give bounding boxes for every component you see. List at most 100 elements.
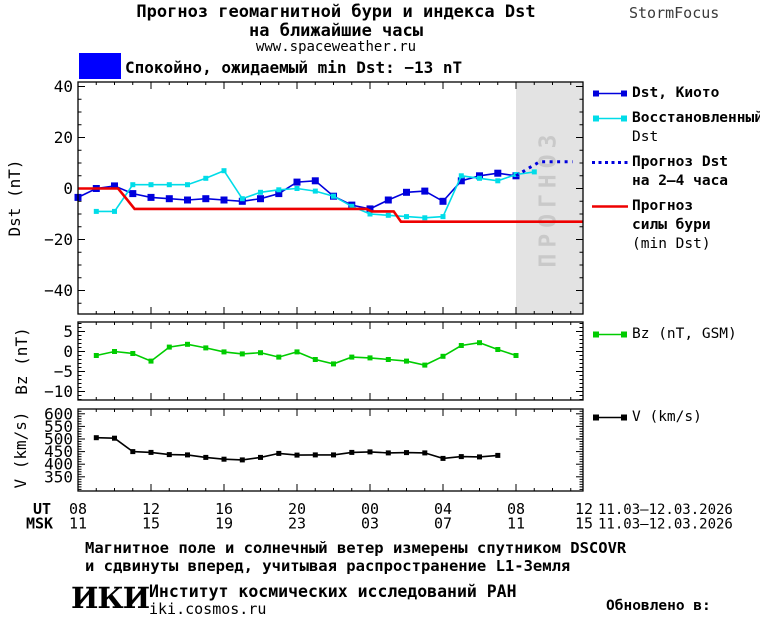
dst-restored-marker (440, 214, 446, 220)
x-tick-ut: 08 (507, 500, 525, 518)
x-tick-msk: 11 (507, 515, 525, 533)
bz-gsm-marker (166, 344, 172, 350)
dst-restored-marker (93, 208, 99, 214)
bz-gsm-marker (258, 350, 263, 356)
dst-kyoto-marker (111, 182, 118, 190)
date-range-ut: 11.03–12.03.2026 (598, 502, 733, 518)
dst-restored-marker (349, 203, 355, 209)
dst-kyoto-marker (220, 196, 228, 204)
legend-marker-dst-kyoto (593, 90, 627, 97)
footnote-line1: Магнитное поле и солнечный ветер измерен… (85, 539, 627, 557)
bz-gsm-marker (385, 357, 391, 362)
solar-wind-speed-marker (185, 452, 190, 458)
dst-kyoto-marker (311, 177, 319, 185)
bz-gsm-marker (367, 355, 373, 361)
dst-kyoto-marker (147, 193, 155, 201)
storm-forecast-line (78, 187, 584, 223)
legend-item-storm-forecast: Прогноз силы бури (min Dst) (591, 197, 760, 254)
solar-wind-speed-marker (276, 450, 282, 456)
dst-kyoto-marker (293, 178, 301, 186)
storm-level-swatch (79, 53, 121, 79)
solar-wind-speed-marker (385, 450, 391, 456)
bz-gsm-marker (221, 349, 227, 355)
x-tick-msk: 15 (142, 515, 160, 533)
panel-frame (77, 321, 584, 401)
dst-kyoto-marker (439, 197, 447, 205)
bz-gsm-marker (349, 354, 355, 360)
page-title: Прогноз геомагнитной бури и индекса Dst (136, 2, 536, 22)
legend-label: Dst (632, 129, 659, 145)
y-axis-title: V (km/s) (11, 411, 30, 488)
solar-wind-speed-marker (221, 456, 227, 462)
bz-gsm-marker (495, 347, 501, 352)
solar-wind-speed-marker (458, 454, 464, 460)
solar-wind-speed-marker (312, 452, 318, 458)
solar-wind-speed-marker (258, 454, 263, 460)
dst-restored-marker (185, 182, 190, 188)
dst-kyoto-marker (257, 195, 264, 203)
solar-wind-speed-marker (477, 454, 482, 460)
legend-marker-dst-restored (593, 115, 627, 122)
dst-restored-marker (312, 188, 318, 194)
dst-restored-marker (276, 187, 282, 193)
x-tick-ut: 04 (434, 500, 452, 518)
bz-gsm-marker (294, 349, 300, 355)
institute-name: Институт космических исследований РАН (149, 582, 517, 601)
x-tick-ut: 16 (215, 500, 233, 518)
y-tick-label: −5 (54, 362, 73, 381)
legend-marker-storm-forecast (592, 205, 628, 208)
iki-logo: ИКИ (71, 581, 150, 615)
updated-heading: Обновлено в: (606, 598, 711, 614)
y-tick-label: 600 (44, 404, 73, 423)
solar-wind-speed-marker (404, 450, 409, 456)
dst-kyoto-marker (238, 197, 246, 205)
x-tick-ut: 12 (575, 500, 593, 518)
dst-restored-marker (458, 173, 464, 179)
dst-restored-marker (367, 211, 373, 217)
solar-wind-speed-marker (422, 450, 428, 456)
ut-row-label: UT (33, 500, 51, 518)
solar-wind-speed-marker (112, 435, 117, 441)
dst-restored-marker (239, 196, 245, 202)
dst-restored-marker (331, 193, 336, 199)
legend-marker-bz-gsm (593, 331, 627, 338)
solar-wind-speed-marker (130, 449, 136, 455)
panel-frame (77, 408, 584, 492)
solar-wind-speed-marker (294, 452, 300, 458)
dst-restored-marker (166, 182, 172, 188)
solar-wind-speed-marker (440, 455, 446, 461)
y-tick-label: −10 (44, 382, 73, 401)
dst-kyoto-marker (384, 196, 392, 204)
dst-kyoto-marker (129, 190, 137, 198)
bz-gsm-line (96, 341, 517, 366)
dst-restored-marker (221, 168, 227, 174)
legend-label: Прогноз Dst (632, 154, 729, 170)
date-range-msk: 11.03–12.03.2026 (598, 517, 733, 533)
solar-wind-speed-marker (495, 452, 501, 458)
bz-gsm-marker (112, 349, 117, 354)
source-website: www.spaceweather.ru (255, 39, 417, 55)
solar-wind-speed-marker (148, 449, 154, 455)
dst-kyoto-marker (165, 195, 173, 203)
y-tick-label: 350 (44, 467, 73, 486)
footnote-line2: и сдвинуты вперед, учитывая распростране… (85, 557, 571, 575)
solar-wind-speed-marker (349, 449, 355, 455)
y-tick-label: 400 (44, 455, 73, 474)
x-tick-msk: 23 (288, 515, 306, 533)
solar-wind-speed-marker (166, 452, 172, 458)
solar-wind-speed-marker (331, 452, 336, 458)
x-tick-msk: 11 (69, 515, 87, 533)
legend-item-dst-forecast: Прогноз Dst на 2–4 часа (591, 153, 760, 191)
page-title-line2: на ближайшие часы (249, 21, 423, 41)
dst-kyoto-marker (275, 190, 283, 198)
y-tick-label: 40 (54, 77, 73, 96)
legend-item-solar-wind-speed: V (km/s) (591, 408, 760, 427)
bz-gsm-marker (185, 341, 190, 347)
dst-restored-marker (130, 182, 136, 188)
y-tick-label: 500 (44, 430, 73, 449)
x-tick-msk: 03 (361, 515, 379, 533)
legend-label: Прогноз (632, 198, 694, 214)
solar-wind-speed-marker (203, 454, 209, 460)
solar-wind-speed-marker (367, 449, 373, 455)
